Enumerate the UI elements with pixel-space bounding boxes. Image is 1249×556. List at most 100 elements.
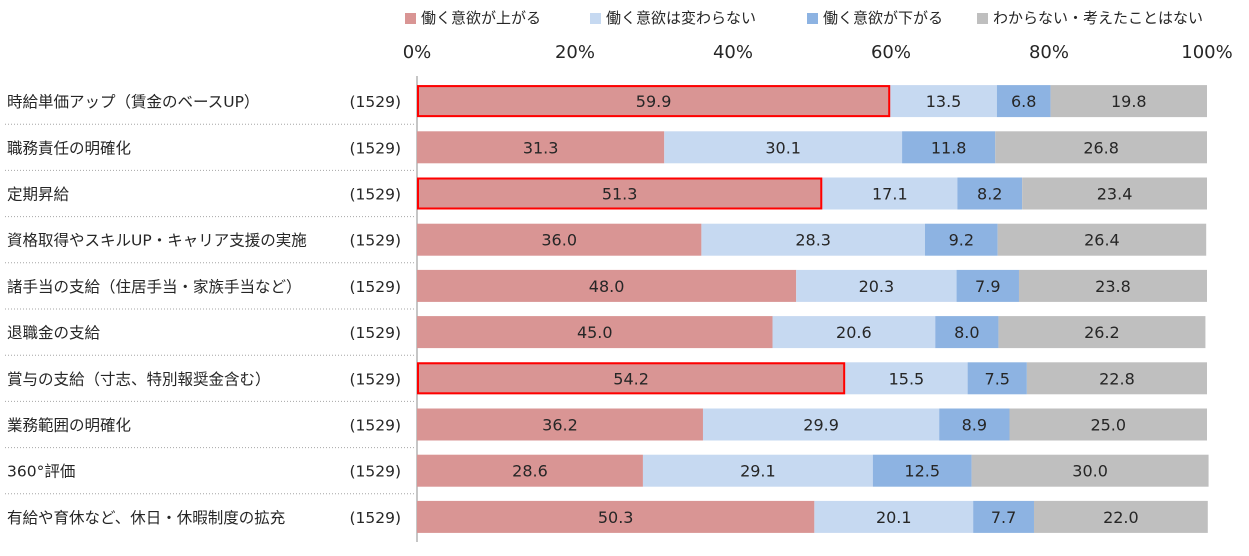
data-label-0-7: 36.2 xyxy=(542,416,578,435)
data-label-3-2: 23.4 xyxy=(1097,185,1133,204)
bar-0-8 xyxy=(417,454,643,487)
bar-2-3 xyxy=(924,223,998,256)
data-label-1-1: 30.1 xyxy=(765,138,801,157)
category-label-2: 定期昇給 xyxy=(7,186,70,204)
data-label-0-1: 31.3 xyxy=(523,138,559,157)
data-label-2-5: 8.0 xyxy=(954,323,979,342)
bar-1-5 xyxy=(772,316,936,349)
data-label-0-0: 59.9 xyxy=(636,92,672,111)
bar-2-5 xyxy=(935,316,999,349)
bar-3-0 xyxy=(1050,85,1207,118)
sample-size-8: (1529) xyxy=(349,463,401,481)
category-label-4: 諸手当の支給（住居手当・家族手当など） xyxy=(7,278,302,296)
x-tick-label-5: 100% xyxy=(1181,42,1232,63)
data-label-1-7: 29.9 xyxy=(803,416,839,435)
data-label-1-0: 13.5 xyxy=(926,92,962,111)
bar-0-4 xyxy=(417,269,797,302)
legend-swatch-2 xyxy=(807,13,818,24)
data-label-2-2: 8.2 xyxy=(977,185,1002,204)
category-label-0: 時給単価アップ（賃金のベースUP） xyxy=(7,93,259,111)
data-label-0-5: 45.0 xyxy=(577,323,613,342)
bar-1-4 xyxy=(796,269,957,302)
category-label-9: 有給や育休など、休日・休暇制度の拡充 xyxy=(7,509,285,527)
category-label-1: 職務責任の明確化 xyxy=(7,139,131,157)
bar-3-5 xyxy=(998,316,1206,349)
data-label-1-3: 28.3 xyxy=(795,231,831,250)
x-tick-label-3: 60% xyxy=(871,42,911,63)
legend-label-1: 働く意欲は変わらない xyxy=(606,9,756,27)
bar-0-0 xyxy=(417,85,891,118)
sample-size-4: (1529) xyxy=(349,278,401,296)
bar-1-9 xyxy=(814,500,974,533)
bar-2-1 xyxy=(902,131,996,164)
data-label-2-1: 11.8 xyxy=(931,138,967,157)
bar-2-9 xyxy=(973,500,1034,533)
bar-1-7 xyxy=(702,408,940,441)
sample-size-1: (1529) xyxy=(349,139,401,157)
data-label-3-9: 22.0 xyxy=(1103,508,1139,527)
data-label-0-3: 36.0 xyxy=(541,231,577,250)
bar-3-1 xyxy=(995,131,1207,164)
bar-3-3 xyxy=(997,223,1207,256)
bar-0-5 xyxy=(417,316,773,349)
category-label-7: 業務範囲の明確化 xyxy=(7,417,131,435)
legend-label-3: わからない・考えたことはない xyxy=(993,9,1203,27)
data-label-0-6: 54.2 xyxy=(613,369,649,388)
legend-swatch-0 xyxy=(405,13,416,24)
data-label-2-3: 9.2 xyxy=(949,231,974,250)
data-label-0-8: 28.6 xyxy=(512,462,548,481)
bar-0-7 xyxy=(417,408,703,441)
data-label-0-2: 51.3 xyxy=(602,185,638,204)
data-label-3-7: 25.0 xyxy=(1090,416,1126,435)
category-label-5: 退職金の支給 xyxy=(7,324,101,342)
legend-label-0: 働く意欲が上がる xyxy=(421,9,541,27)
data-label-2-7: 8.9 xyxy=(962,416,987,435)
bar-2-7 xyxy=(939,408,1010,441)
data-label-3-8: 30.0 xyxy=(1072,462,1108,481)
bar-3-6 xyxy=(1026,362,1207,395)
sample-size-0: (1529) xyxy=(349,93,401,111)
highlight-box-2 xyxy=(417,177,823,210)
bar-1-8 xyxy=(642,454,873,487)
data-label-3-6: 22.8 xyxy=(1099,369,1135,388)
data-label-3-4: 23.8 xyxy=(1095,277,1131,296)
x-tick-label-1: 20% xyxy=(555,42,595,63)
legend-swatch-1 xyxy=(590,13,601,24)
bar-3-7 xyxy=(1009,408,1207,441)
bar-0-3 xyxy=(417,223,702,256)
legend-label-2: 働く意欲が下がる xyxy=(823,9,943,27)
bar-2-2 xyxy=(957,177,1023,210)
bar-2-8 xyxy=(872,454,972,487)
bar-1-1 xyxy=(664,131,903,164)
data-label-1-2: 17.1 xyxy=(872,185,908,204)
bar-2-6 xyxy=(967,362,1027,395)
x-tick-label-4: 80% xyxy=(1029,42,1069,63)
bar-3-4 xyxy=(1018,269,1207,302)
sample-size-6: (1529) xyxy=(349,370,401,388)
sample-size-5: (1529) xyxy=(349,324,401,342)
sample-size-9: (1529) xyxy=(349,509,401,527)
data-label-1-6: 15.5 xyxy=(889,369,925,388)
bar-3-9 xyxy=(1033,500,1208,533)
bar-0-9 xyxy=(417,500,815,533)
bar-1-3 xyxy=(701,223,925,256)
bar-1-6 xyxy=(845,362,968,395)
sample-size-7: (1529) xyxy=(349,417,401,435)
x-tick-label-0: 0% xyxy=(403,42,432,63)
bar-2-4 xyxy=(956,269,1019,302)
data-label-1-4: 20.3 xyxy=(859,277,895,296)
data-label-2-6: 7.5 xyxy=(985,369,1010,388)
category-label-6: 賞与の支給（寸志、特別報奨金含む） xyxy=(7,370,271,388)
data-label-2-0: 6.8 xyxy=(1011,92,1036,111)
data-label-3-5: 26.2 xyxy=(1084,323,1120,342)
bar-3-2 xyxy=(1022,177,1207,210)
data-label-1-9: 20.1 xyxy=(876,508,912,527)
data-label-2-9: 7.7 xyxy=(991,508,1016,527)
data-label-1-8: 29.1 xyxy=(740,462,776,481)
legend-swatch-3 xyxy=(977,13,988,24)
highlight-box-6 xyxy=(417,362,846,395)
sample-size-2: (1529) xyxy=(349,186,401,204)
x-tick-label-2: 40% xyxy=(713,42,753,63)
bar-0-6 xyxy=(417,362,846,395)
category-label-3: 資格取得やスキルUP・キャリア支援の実施 xyxy=(7,232,307,250)
